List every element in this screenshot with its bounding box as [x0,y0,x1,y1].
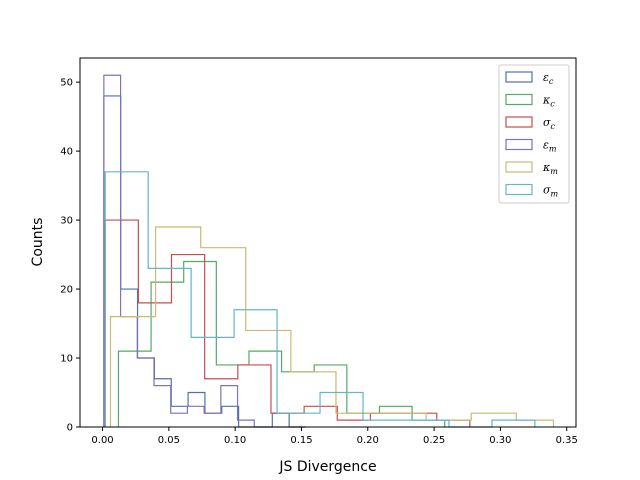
y-tick-label: 50 [60,78,73,89]
x-tick-label: 0.25 [423,435,445,446]
x-axis-title: JS Divergence [278,459,376,475]
x-tick-label: 0.00 [91,435,113,446]
legend-swatch [505,116,533,128]
y-axis-ticks: 0 10 20 30 40 50 [60,78,80,434]
x-tick-label: 0.05 [158,435,180,446]
x-tick-label: 0.30 [489,435,511,446]
histogram-series-1 [103,95,306,428]
x-tick-label: 0.35 [556,435,578,446]
legend-swatch [505,161,533,173]
histogram-series-5 [109,226,555,427]
legend-swatch [505,138,533,151]
legend-swatch [505,183,533,196]
axes-frame [79,57,577,428]
y-tick-label: 40 [60,147,73,158]
x-tick-label: 0.20 [357,435,379,446]
legend-swatch [505,93,533,106]
y-tick-label: 30 [60,216,73,227]
y-tick-label: 0 [67,423,73,434]
x-tick-label: 0.10 [224,435,246,446]
y-axis-title: Counts [30,218,46,267]
legend-swatch [505,71,533,83]
histogram-series-2 [117,260,446,427]
legend-label: εc [543,71,554,86]
x-tick-label: 0.15 [290,435,312,446]
y-tick-label: 10 [60,354,73,365]
x-axis-ticks: 0.00 0.05 0.10 0.15 0.20 0.25 0.30 0.35 [91,427,578,446]
legend-box [498,64,570,204]
y-tick-label: 20 [60,285,73,296]
